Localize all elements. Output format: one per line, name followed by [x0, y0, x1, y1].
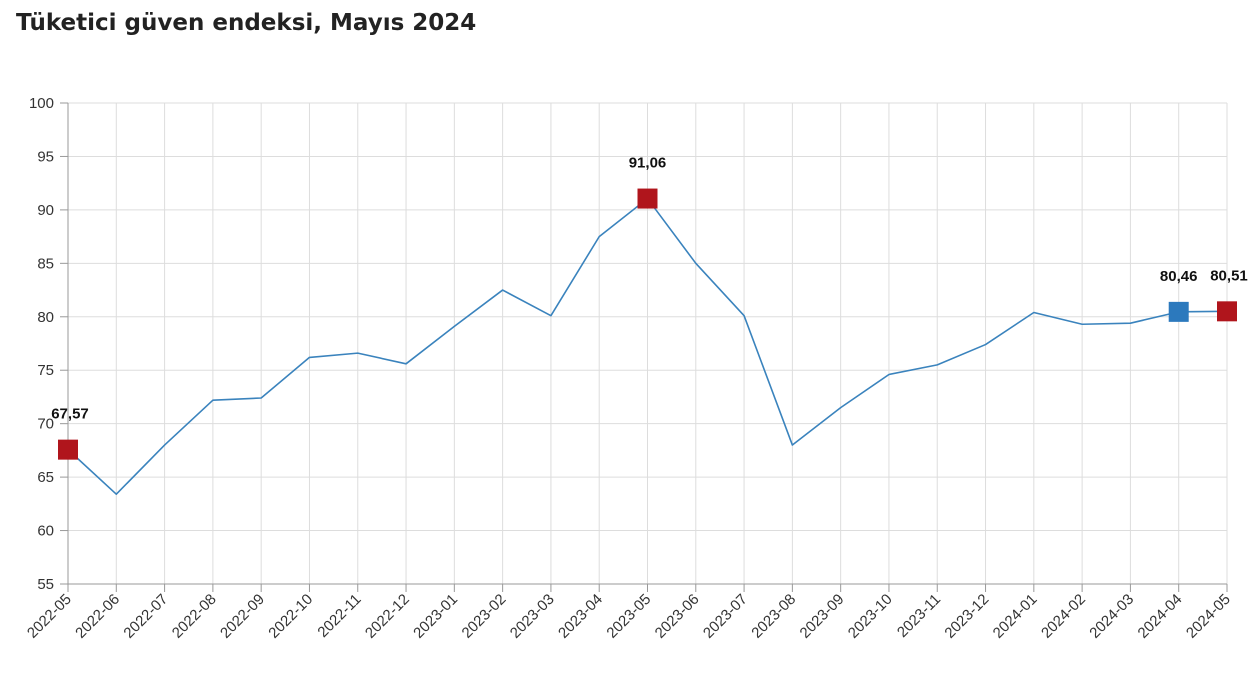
x-tick-label: 2024-05	[1183, 591, 1234, 642]
x-tick-label: 2022-05	[24, 591, 75, 642]
x-tick-label: 2022-10	[265, 591, 316, 642]
highlight-marker	[637, 188, 658, 209]
x-axis: 2022-052022-062022-072022-082022-092022-…	[24, 583, 1234, 642]
x-tick-label: 2023-10	[845, 591, 896, 642]
x-tick-label: 2024-01	[990, 591, 1041, 642]
x-tick-label: 2023-06	[652, 591, 703, 642]
highlight-marker	[58, 439, 78, 460]
y-tick-label: 75	[37, 362, 54, 379]
y-tick-label: 70	[37, 416, 54, 433]
y-tick-label: 65	[37, 469, 54, 486]
point-label: 67,57	[51, 406, 89, 423]
y-tick-label: 95	[37, 148, 54, 165]
x-tick-label: 2022-07	[120, 591, 171, 642]
x-tick-label: 2022-06	[72, 591, 123, 642]
x-tick-label: 2023-05	[603, 591, 654, 642]
x-tick-label: 2023-03	[507, 591, 558, 642]
y-tick-label: 60	[37, 523, 54, 540]
y-tick-label: 55	[37, 576, 54, 593]
y-axis: 55 60 65 70 75 80 85 90 95 100	[29, 95, 69, 593]
x-tick-label: 2022-11	[314, 591, 364, 641]
y-tick-label: 90	[37, 202, 54, 219]
x-tick-label: 2024-02	[1038, 591, 1089, 642]
x-tick-label: 2023-08	[748, 591, 799, 642]
point-label: 80,46	[1160, 268, 1198, 285]
point-label: 80,51	[1210, 267, 1248, 284]
x-tick-label: 2024-04	[1135, 591, 1186, 642]
point-label: 91,06	[629, 155, 667, 172]
y-tick-label: 100	[29, 95, 54, 112]
x-tick-label: 2023-11	[894, 591, 944, 641]
y-tick-label: 85	[37, 255, 54, 272]
x-tick-label: 2023-07	[700, 591, 751, 642]
highlight-marker	[1168, 301, 1189, 322]
grid-lines	[67, 102, 1228, 585]
chart-title: Tüketici güven endeksi, Mayıs 2024	[16, 10, 477, 36]
x-tick-label: 2024-03	[1086, 591, 1137, 642]
point-labels: 67,57 91,06 80,46 80,51	[51, 155, 1248, 423]
highlight-markers	[58, 188, 1237, 460]
x-tick-label: 2022-12	[362, 591, 413, 642]
highlight-marker	[1217, 301, 1237, 322]
x-tick-label: 2023-04	[555, 591, 606, 642]
x-tick-label: 2023-01	[410, 591, 461, 642]
y-tick-label: 80	[37, 309, 54, 326]
x-tick-label: 2023-12	[941, 591, 992, 642]
x-tick-label: 2022-09	[217, 591, 268, 642]
x-tick-label: 2023-02	[458, 591, 509, 642]
x-tick-label: 2022-08	[169, 591, 220, 642]
x-tick-label: 2023-09	[797, 591, 848, 642]
